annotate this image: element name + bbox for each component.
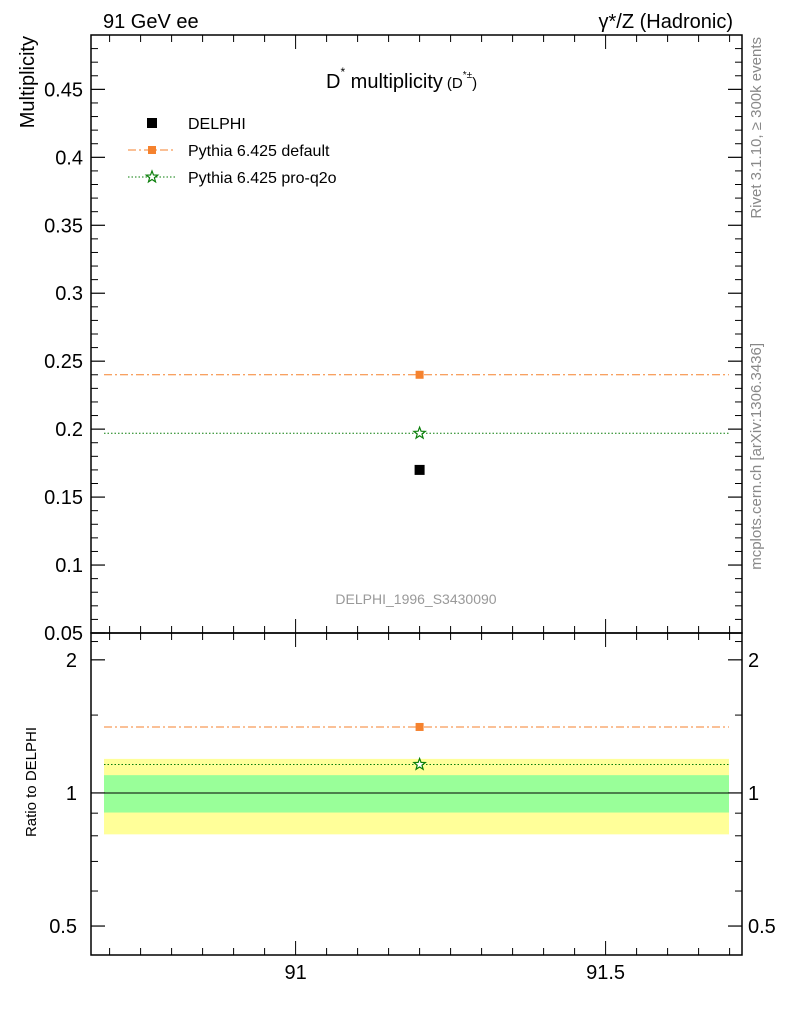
ratio-ytick-label-right: 1 [748,783,759,805]
legend-label-default: Pythia 6.425 default [188,143,330,160]
main-ytick-label: 0.4 [55,147,83,169]
main-series [104,370,729,475]
ratio-point-0 [415,722,424,731]
ratio-band-1 [104,775,729,813]
ratio-ytick-label: 0.5 [49,916,77,938]
ratio-frame [90,632,743,956]
side-label-mcplots: mcplots.cern.ch [arXiv:1306.3436] [748,343,765,570]
main-ylabel: Multiplicity [17,36,39,128]
main-title: D* multiplicity (D*±) [326,65,477,93]
main-ytick-label: 0.35 [44,215,83,237]
legend-label-delphi: DELPHI [188,116,246,133]
ratio-ytick-label: 1 [66,783,77,805]
main-ytick-label: 0.2 [55,419,83,441]
main-ytick-label: 0.05 [44,623,83,645]
legend-marker-delphi [147,118,157,128]
ratio-point-1 [412,756,427,771]
side-label-rivet: Rivet 3.1.10, ≥ 300k events [748,37,765,219]
main-ytick-label: 0.25 [44,351,83,373]
legend-marker-proq2o [144,169,160,184]
main-ytick-label: 0.1 [55,555,83,577]
axes: 0.05 0.1 0.15 0.2 0.25 0.3 0.35 0.4 0.45 91 91.5 0.… [44,35,776,984]
main-point-0 [414,464,425,475]
analysis-watermark: DELPHI_1996_S3430090 [335,591,496,607]
main-ytick-label: 0.15 [44,487,83,509]
legend-label-proq2o: Pythia 6.425 pro-q2o [188,170,337,187]
legend: DELPHI Pythia 6.425 default Pythia 6.425… [128,116,337,187]
main-ytick-label: 0.45 [44,79,83,101]
header-right: γ*/Z (Hadronic) [599,11,733,33]
main-point-2 [412,425,427,440]
ratio-series [104,722,729,794]
ratio-xtick-label: 91.5 [586,962,625,984]
ratio-ytick-label-right: 2 [748,650,759,672]
ratio-ytick-label: 2 [66,650,77,672]
ratio-xtick-label: 91 [284,962,306,984]
ratio-ytick-label-right: 0.5 [748,916,776,938]
ratio-bands [104,758,729,835]
header-left: 91 GeV ee [103,11,199,33]
ratio-ylabel: Ratio to DELPHI [23,727,40,837]
main-ytick-label: 0.3 [55,283,83,305]
main-point-1 [415,370,424,379]
legend-marker-default [148,146,156,154]
